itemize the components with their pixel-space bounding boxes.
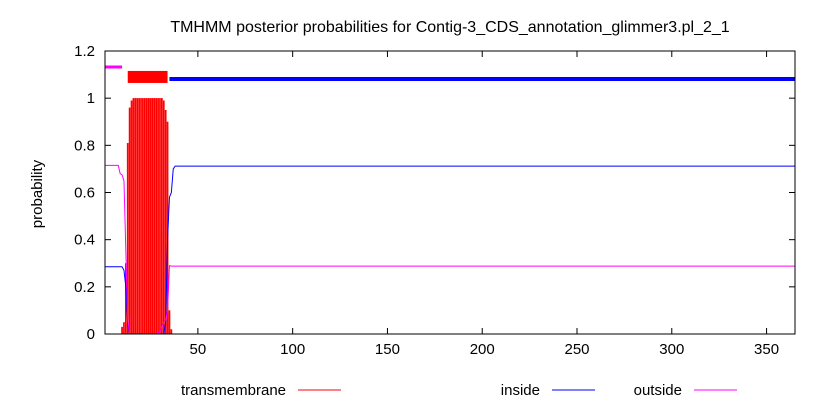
x-tick-label-3: 200 [470,341,495,358]
plot-marks [105,65,795,335]
chart-title: TMHMM posterior probabilities for Contig… [170,19,729,36]
y-tick-label-3: 0.6 [74,185,95,202]
topology-segment-transmembrane [127,70,168,83]
plot-frame [104,50,796,335]
axis-ticks: 0 0.2 0.4 0.6 0.8 1 1.2 50 100 150 200 250 300 350 [74,43,795,358]
x-tick-label-2: 150 [375,341,400,358]
y-tick-label-6: 1.2 [74,43,95,60]
y-tick-label-2: 0.4 [74,232,95,249]
y-tick-label-5: 1 [87,90,95,107]
y-axis-label: probability [29,159,46,228]
x-tick-label-1: 100 [280,341,305,358]
x-tick-label-5: 300 [659,341,684,358]
x-tick-label-0: 50 [190,341,207,358]
series-line-outside [105,164,795,335]
legend: transmembrane inside outside [181,382,737,399]
legend-label-1: inside [501,382,540,399]
x-tick-label-4: 250 [564,341,589,358]
series-line-inside [105,165,795,335]
y-tick-label-4: 0.8 [74,137,95,154]
legend-label-0: transmembrane [181,382,286,399]
legend-label-2: outside [634,382,682,399]
y-tick-label-1: 0.2 [74,279,95,296]
x-tick-label-6: 350 [754,341,779,358]
y-tick-label-0: 0 [87,326,95,343]
